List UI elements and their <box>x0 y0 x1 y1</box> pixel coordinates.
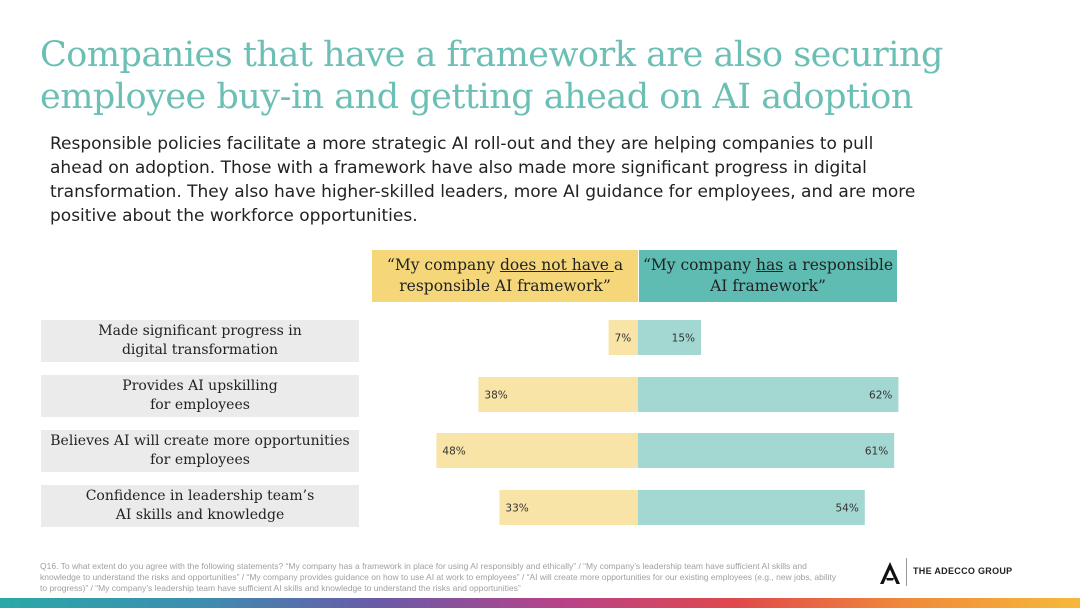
bar-label-no-framework-3: 33% <box>505 503 528 515</box>
row-label-line2: digital transformation <box>121 342 279 358</box>
bar-label-has-framework-0: 15% <box>672 333 695 345</box>
header-no-framework-text: “My company does not have a responsible … <box>372 255 638 297</box>
bar-no-framework-2 <box>436 433 638 468</box>
bar-no-framework-1 <box>478 377 638 412</box>
bar-has-framework-2 <box>638 433 895 468</box>
bar-label-no-framework-2: 48% <box>442 446 465 458</box>
row-label-line1: Made significant progress in <box>98 323 302 339</box>
row-label-line1: Confidence in leadership team’s <box>85 488 315 504</box>
page-title: Companies that have a framework are also… <box>40 35 943 117</box>
header-right-post: a responsible AI framework” <box>710 256 894 295</box>
header-has-framework-text: “My company has a responsible AI framewo… <box>639 255 897 297</box>
logo-divider <box>906 558 907 586</box>
row-label-line1: Believes AI will create more opportuniti… <box>50 433 350 449</box>
row-label-line2: for employees <box>150 452 250 468</box>
brand-gradient-strip <box>0 598 1080 608</box>
bar-label-no-framework-0: 7% <box>615 333 632 345</box>
footnote: Q16. To what extent do you agree with th… <box>40 561 837 593</box>
header-left-pre: “My company <box>386 256 500 274</box>
row-label-line2: AI skills and knowledge <box>115 507 285 523</box>
bar-label-has-framework-3: 54% <box>835 503 858 515</box>
header-right-pre: “My company <box>642 256 756 274</box>
bar-label-has-framework-2: 61% <box>865 446 888 458</box>
bar-no-framework-3 <box>499 490 638 525</box>
header-has-framework: “My company has a responsible AI framewo… <box>639 250 897 302</box>
bar-no-framework-0 <box>608 320 638 355</box>
page-subtitle: Responsible policies facilitate a more s… <box>50 134 916 226</box>
row-label-leadership-confidence: Confidence in leadership team’s AI skill… <box>41 485 359 527</box>
logo-text: THE ADECCO GROUP <box>913 566 1013 576</box>
adecco-a-logo-icon <box>880 562 900 584</box>
bar-label-no-framework-1: 38% <box>484 390 507 402</box>
header-left-post: a responsible AI framework” <box>399 256 624 295</box>
header-no-framework: “My company does not have a responsible … <box>372 250 638 302</box>
header-right-underlined: has <box>756 256 784 274</box>
row-label-digital-transformation: Made significant progress in digital tra… <box>41 320 359 362</box>
bar-label-has-framework-1: 62% <box>869 390 892 402</box>
header-left-underlined: does not have <box>499 256 614 274</box>
row-label-line1: Provides AI upskilling <box>122 378 278 394</box>
row-label-ai-upskilling: Provides AI upskilling for employees <box>41 375 359 417</box>
row-label-ai-opportunities: Believes AI will create more opportuniti… <box>41 430 359 472</box>
bar-has-framework-0 <box>638 320 701 355</box>
bar-has-framework-1 <box>638 377 899 412</box>
row-label-line2: for employees <box>150 397 250 413</box>
bar-has-framework-3 <box>638 490 865 525</box>
